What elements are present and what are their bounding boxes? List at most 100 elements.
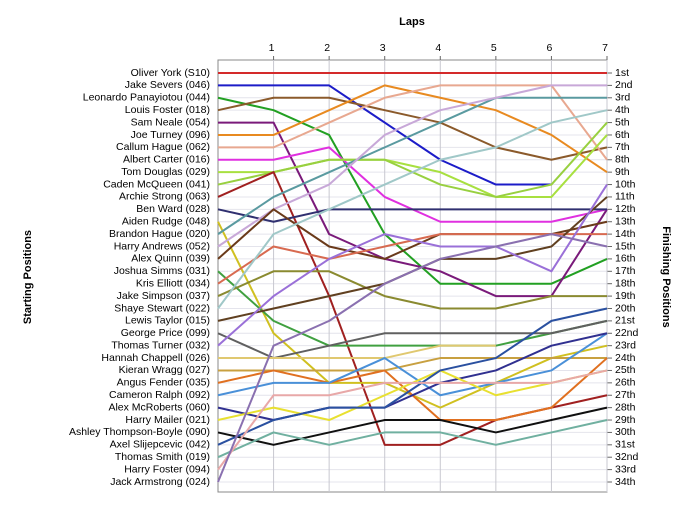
x-tick-label: 7	[602, 42, 608, 54]
y2-tick-label: 11th	[615, 191, 635, 203]
y2-tick-label: 19th	[615, 290, 636, 302]
series-label: Sam Neale (054)	[131, 116, 210, 128]
series-line	[217, 319, 608, 360]
series-label: Shaye Stewart (022)	[114, 302, 210, 314]
series-line	[217, 96, 608, 161]
y2-tick-label: 25th	[615, 364, 636, 376]
y2-tick-label: 4th	[615, 104, 630, 116]
y2-tick-label: 32nd	[615, 451, 639, 463]
series-label: Harry Foster (094)	[124, 463, 210, 475]
y2-tick-label: 9th	[615, 166, 630, 178]
series-line	[218, 357, 607, 372]
y2-tick-label: 8th	[615, 154, 630, 166]
y2-axis-title: Finishing Positions	[660, 226, 672, 327]
series-label: Harry Andrews (052)	[114, 240, 210, 252]
series-line	[218, 84, 552, 186]
series-line	[217, 332, 608, 397]
series-label: Kieran Wragg (027)	[119, 364, 210, 376]
series-line	[217, 307, 608, 446]
y2-tick-label: 7th	[615, 141, 630, 153]
y2-tick-label: 3rd	[615, 92, 630, 104]
series-label: Tom Douglas (029)	[121, 166, 210, 178]
y2-tick-label: 29th	[615, 414, 636, 426]
y2-tick-label: 23rd	[615, 339, 636, 351]
y2-tick-label: 13th	[615, 216, 636, 228]
y2-tick-label: 21st	[615, 315, 635, 327]
y2-tick-label: 1st	[615, 67, 629, 79]
series-label: Alex Quinn (039)	[131, 253, 210, 265]
series-label: Ashley Thompson-Boyle (090)	[69, 426, 210, 438]
series-label: Thomas Smith (019)	[115, 451, 210, 463]
series-line	[217, 270, 607, 310]
y2-tick-label: 10th	[615, 178, 636, 190]
series-line	[217, 96, 608, 285]
y2-tick-label: 24th	[615, 352, 636, 364]
y2-tick-label: 27th	[615, 389, 636, 401]
y2-tick-label: 15th	[615, 240, 636, 252]
series-label: Cameron Ralph (092)	[109, 389, 210, 401]
y2-tick-label: 22nd	[615, 327, 639, 339]
y2-tick-label: 17th	[615, 265, 636, 277]
series-line	[218, 121, 608, 298]
series-label: Jake Severs (046)	[125, 79, 210, 91]
series-label: Louis Foster (018)	[125, 104, 210, 116]
y-axis-title: Starting Positions	[22, 230, 34, 324]
y2-tick-label: 12th	[615, 203, 636, 215]
series-label: Archie Strong (063)	[119, 191, 210, 203]
series-label: Joe Turney (096)	[131, 129, 210, 141]
series-label: Thomas Turner (032)	[111, 339, 210, 351]
series-line	[217, 406, 608, 446]
series-label: Leonardo Panayiotou (044)	[83, 92, 210, 104]
series-label: Hannah Chappell (026)	[101, 352, 210, 364]
y2-tick-label: 2nd	[615, 79, 633, 91]
series-label: Caden McQueen (041)	[103, 178, 210, 190]
x-tick-label: 4	[435, 42, 441, 54]
series-label: George Price (099)	[121, 327, 210, 339]
series-label: Ben Ward (028)	[136, 203, 210, 215]
series-line	[217, 109, 608, 310]
series-label: Jake Simpson (037)	[117, 290, 210, 302]
series-label: Angus Fender (035)	[117, 377, 210, 389]
y2-tick-label: 6th	[615, 129, 630, 141]
y2-tick-label: 26th	[615, 377, 636, 389]
y2-tick-label: 31st	[615, 439, 635, 451]
series-line	[217, 184, 608, 347]
series-line	[217, 270, 608, 347]
x-tick-label: 2	[324, 42, 330, 54]
series-line	[217, 369, 608, 471]
y2-tick-label: 33rd	[615, 463, 636, 475]
x-tick-label: 5	[491, 42, 497, 54]
series-label: Callum Hague (062)	[116, 141, 210, 153]
series-line	[218, 84, 608, 161]
y2-tick-label: 34th	[615, 476, 636, 488]
y2-tick-label: 5th	[615, 116, 630, 128]
x-tick-label: 3	[380, 42, 386, 54]
series-label: Aiden Rudge (048)	[122, 216, 210, 228]
series-label: Harry Mailer (021)	[125, 414, 210, 426]
series-label: Brandon Hague (020)	[109, 228, 210, 240]
chart-title: Laps	[399, 16, 425, 28]
series-label: Albert Carter (016)	[123, 154, 210, 166]
series-label: Oliver York (S10)	[131, 67, 210, 79]
series-line	[217, 96, 607, 235]
series-label: Alex McRoberts (060)	[108, 401, 210, 413]
series-line	[217, 233, 608, 483]
series-label: Lewis Taylor (015)	[125, 315, 210, 327]
series-line	[218, 344, 496, 360]
y2-tick-label: 20th	[615, 302, 636, 314]
y2-tick-label: 16th	[615, 253, 636, 265]
series-label: Axel Slijepcevic (042)	[110, 439, 210, 451]
series-line	[217, 84, 607, 248]
series-line	[217, 208, 607, 223]
y2-tick-label: 28th	[615, 401, 636, 413]
x-tick-label: 1	[269, 42, 275, 54]
y2-tick-label: 14th	[615, 228, 636, 240]
series-label: Jack Armstrong (024)	[110, 476, 210, 488]
series-label: Joshua Simms (031)	[114, 265, 210, 277]
series-line	[217, 419, 608, 459]
y2-tick-label: 30th	[615, 426, 636, 438]
x-tick-label: 6	[547, 42, 553, 54]
series-label: Kris Elliott (034)	[136, 277, 210, 289]
